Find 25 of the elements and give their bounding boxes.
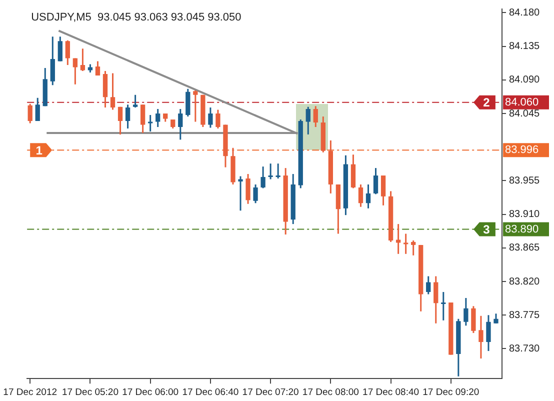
ref-line-label: 84.060 <box>505 96 539 108</box>
y-tick-label: 84.045 <box>509 108 540 120</box>
ref-line-label: 83.996 <box>505 144 539 156</box>
x-tick-label: 17 Dec 06:40 <box>182 386 239 398</box>
y-tick-label: 83.775 <box>509 310 540 321</box>
y-tick-label: 83.820 <box>509 276 540 288</box>
x-tick-label: 17 Dec 2012 <box>3 386 58 398</box>
x-tick-label: 17 Dec 06:00 <box>122 386 179 398</box>
y-tick-label: 84.135 <box>509 41 540 52</box>
x-tick-label: 17 Dec 07:20 <box>242 386 299 398</box>
y-tick-label: 84.090 <box>509 74 540 86</box>
y-tick-label: 83.955 <box>509 175 540 186</box>
ref-line-label: 83.890 <box>505 223 539 236</box>
x-tick-label: 17 Dec 08:40 <box>362 386 420 398</box>
chart-title: USDJPY,M5 93.045 93.063 93.045 93.050 <box>31 12 242 24</box>
annotation: 3 <box>483 222 490 237</box>
y-tick-label: 84.180 <box>509 7 540 18</box>
y-tick-label: 83.910 <box>509 209 540 220</box>
y-tick-label: 83.865 <box>509 242 540 254</box>
x-tick-label: 17 Dec 05:20 <box>62 386 118 398</box>
annotation: 2 <box>483 96 490 110</box>
annotation: 1 <box>36 143 43 158</box>
y-tick-label: 83.730 <box>509 343 540 354</box>
x-tick-label: 17 Dec 08:00 <box>302 386 359 398</box>
x-tick-label: 17 Dec 09:20 <box>422 386 480 398</box>
